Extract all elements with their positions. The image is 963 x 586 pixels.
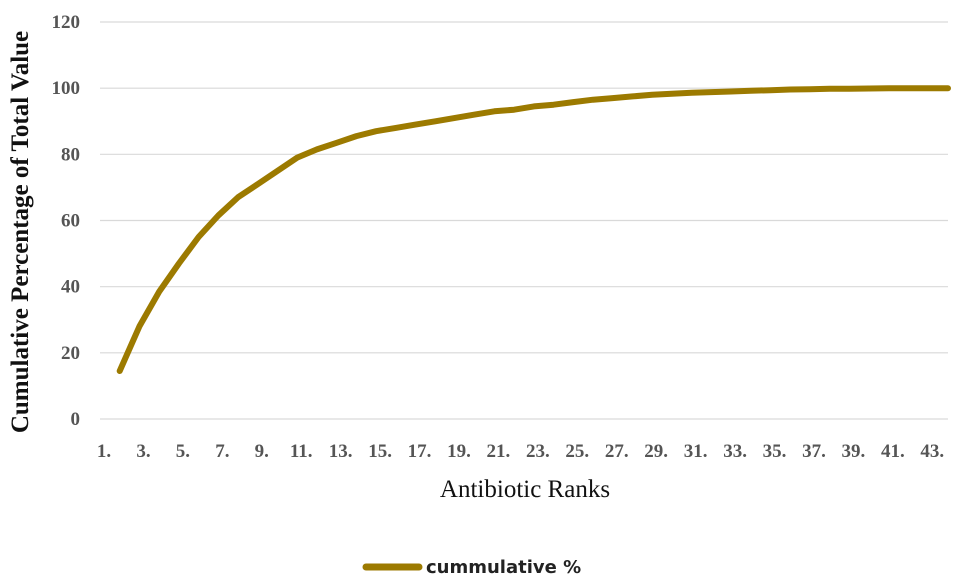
x-tick-label: 23. xyxy=(526,441,550,462)
y-tick-label: 60 xyxy=(61,211,80,232)
x-tick-label: 29. xyxy=(644,441,668,462)
x-tick-label: 5. xyxy=(176,441,190,462)
y-tick-label: 120 xyxy=(52,12,81,33)
grid-lines xyxy=(100,21,948,420)
x-tick-label: 7. xyxy=(215,441,229,462)
x-tick-label: 35. xyxy=(763,441,787,462)
y-tick-label: 20 xyxy=(61,343,80,364)
y-axis-ticks: 0 20 40 60 80 100 120 xyxy=(52,12,81,430)
x-tick-label: 27. xyxy=(605,441,629,462)
y-tick-label: 100 xyxy=(52,78,81,99)
x-tick-label: 37. xyxy=(802,441,826,462)
x-axis-title: Antibiotic Ranks xyxy=(440,476,610,503)
series-layer xyxy=(116,85,951,374)
x-tick-label: 13. xyxy=(329,441,353,462)
x-tick-label: 31. xyxy=(684,441,708,462)
x-tick-label: 15. xyxy=(368,441,392,462)
x-tick-label: 33. xyxy=(723,441,747,462)
legend: cummulative % xyxy=(362,557,581,578)
y-tick-label: 40 xyxy=(61,277,80,298)
x-tick-label: 3. xyxy=(136,441,150,462)
x-tick-label: 39. xyxy=(842,441,866,462)
x-tick-label: 21. xyxy=(487,441,511,462)
x-axis-ticks: 1. 3. 5. 7. 9. 11. 13. 15. 17. 19. 21. 23. 25. 27. 29.… xyxy=(97,441,944,462)
x-tick-label: 17. xyxy=(408,441,432,462)
x-tick-label: 43. xyxy=(920,441,944,462)
y-axis-title: Cumulative Percentage of Total Value xyxy=(7,31,34,433)
x-tick-label: 1. xyxy=(97,441,111,462)
x-tick-label: 25. xyxy=(565,441,589,462)
legend-label: cummulative % xyxy=(426,557,581,578)
y-tick-label: 0 xyxy=(71,409,81,430)
x-tick-label: 9. xyxy=(255,441,269,462)
x-tick-label: 41. xyxy=(881,441,905,462)
x-tick-label: 19. xyxy=(447,441,471,462)
x-tick-label: 11. xyxy=(290,441,313,462)
y-tick-label: 80 xyxy=(61,144,80,165)
series-line-cummulative xyxy=(116,85,951,374)
